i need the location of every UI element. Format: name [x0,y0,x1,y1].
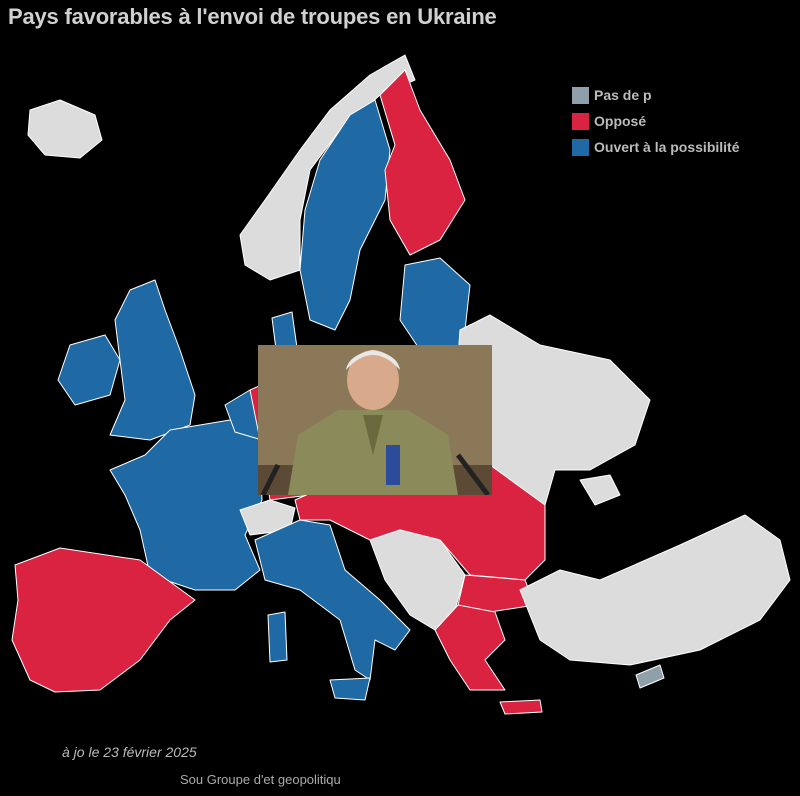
iberia [11,547,196,693]
overlay-photo [258,345,492,495]
turkey [519,514,791,666]
sardinia [267,611,288,663]
legend-swatch [572,112,589,130]
uk [109,279,196,441]
legend-item-opposed: Opposé [572,108,740,134]
ireland [57,334,121,406]
legend-item-open: Ouvert à la possibilité [572,134,740,160]
legend-label: Pas de p [594,87,652,103]
legend-label: Ouvert à la possibilité [594,139,740,155]
legend-label: Opposé [594,113,647,129]
legend-swatch [572,86,589,104]
update-date: à jo le 23 février 2025 [62,744,197,760]
greece [434,604,506,691]
sicily [329,677,371,701]
map-title: Pays favorables à l'envoi de troupes en … [8,4,497,29]
norway [239,54,416,281]
legend-item-no-position: Pas de p [572,82,740,108]
crimea [579,474,621,506]
source: Sou Groupe d'et geopolitiqu [180,772,341,787]
finland [379,69,466,256]
cyprus [635,664,665,689]
italy [254,519,411,681]
iceland [27,99,103,159]
switzerland [239,499,296,536]
legend-swatch [572,138,589,156]
france [109,419,263,591]
crete [499,699,543,715]
legend: Pas de p Opposé Ouvert à la possibilité [572,82,740,160]
bulgaria [457,574,536,613]
portrait-image [258,345,492,495]
